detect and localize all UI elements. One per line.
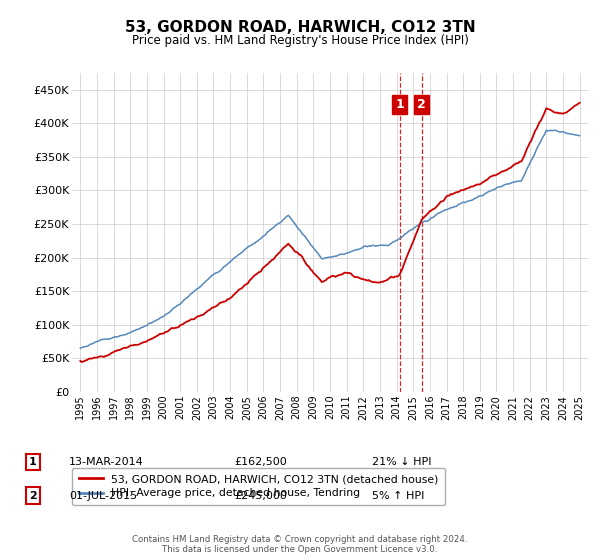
Text: Price paid vs. HM Land Registry's House Price Index (HPI): Price paid vs. HM Land Registry's House …: [131, 34, 469, 46]
Text: 21% ↓ HPI: 21% ↓ HPI: [372, 457, 431, 467]
Text: £162,500: £162,500: [234, 457, 287, 467]
Legend: 53, GORDON ROAD, HARWICH, CO12 3TN (detached house), HPI: Average price, detache: 53, GORDON ROAD, HARWICH, CO12 3TN (deta…: [72, 468, 445, 505]
Text: 5% ↑ HPI: 5% ↑ HPI: [372, 491, 424, 501]
Text: 1: 1: [29, 457, 37, 467]
Text: 53, GORDON ROAD, HARWICH, CO12 3TN: 53, GORDON ROAD, HARWICH, CO12 3TN: [125, 20, 475, 35]
Text: Contains HM Land Registry data © Crown copyright and database right 2024.
This d: Contains HM Land Registry data © Crown c…: [132, 535, 468, 554]
Text: 13-MAR-2014: 13-MAR-2014: [69, 457, 144, 467]
Text: 2: 2: [417, 98, 426, 111]
Text: 2: 2: [29, 491, 37, 501]
Text: 1: 1: [395, 98, 404, 111]
Text: £245,000: £245,000: [234, 491, 287, 501]
Text: 01-JUL-2015: 01-JUL-2015: [69, 491, 137, 501]
